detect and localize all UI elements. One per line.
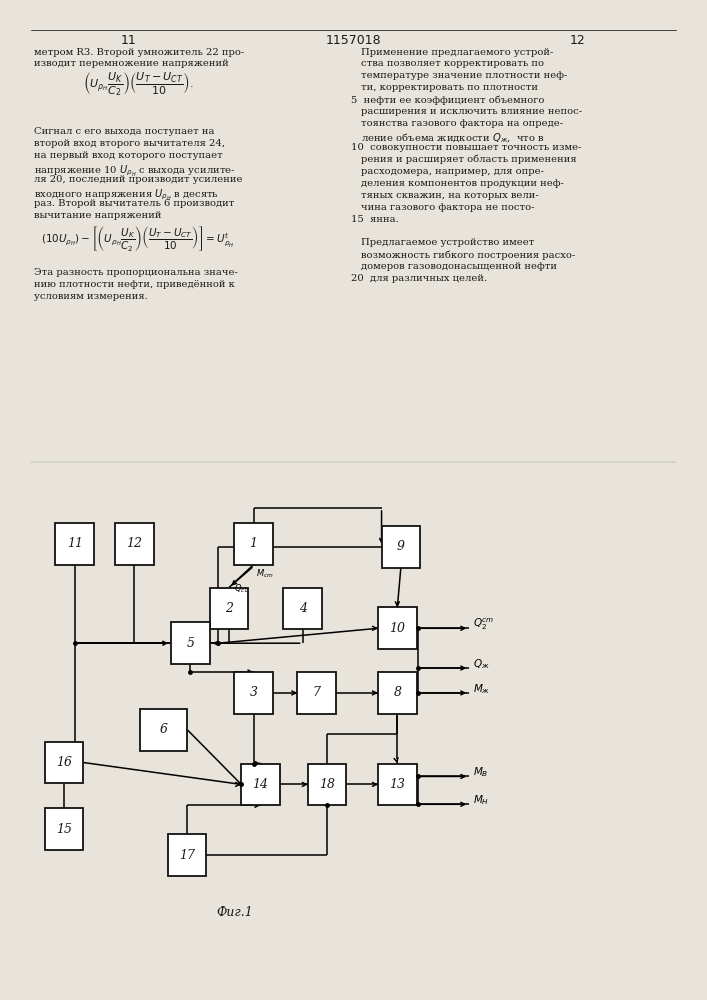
Bar bbox=[45, 808, 83, 850]
Text: ление объема жидкости $Q_ж$,  что в: ление объема жидкости $Q_ж$, что в bbox=[361, 131, 544, 145]
Text: Эта разность пропорциональна значе-: Эта разность пропорциональна значе- bbox=[35, 268, 238, 277]
Bar bbox=[168, 834, 206, 876]
Bar bbox=[234, 672, 273, 714]
Text: нию плотности нефти, приведённой к: нию плотности нефти, приведённой к bbox=[35, 280, 235, 289]
Text: $M_H$: $M_H$ bbox=[473, 793, 489, 807]
Bar bbox=[210, 588, 248, 629]
Text: 12: 12 bbox=[127, 537, 142, 550]
Bar bbox=[382, 526, 420, 568]
Text: $M_{cm}$: $M_{cm}$ bbox=[257, 568, 274, 580]
Text: 17: 17 bbox=[179, 849, 195, 862]
Text: температуре значение плотности неф-: температуре значение плотности неф- bbox=[361, 71, 567, 80]
Bar bbox=[45, 742, 83, 783]
Text: Сигнал с его выхода поступает на: Сигнал с его выхода поступает на bbox=[35, 127, 215, 136]
Bar bbox=[139, 709, 187, 751]
Text: $Q_{ж}$: $Q_{ж}$ bbox=[473, 657, 489, 671]
Text: на первый вход которого поступает: на первый вход которого поступает bbox=[35, 151, 223, 160]
Text: Применение предлагаемого устрой-: Применение предлагаемого устрой- bbox=[361, 48, 553, 57]
Text: ства позволяет корректировать по: ства позволяет корректировать по bbox=[361, 59, 544, 68]
Text: тоянства газового фактора на опреде-: тоянства газового фактора на опреде- bbox=[361, 119, 563, 128]
Bar bbox=[234, 523, 273, 565]
Text: 8: 8 bbox=[393, 686, 402, 699]
Bar bbox=[298, 672, 336, 714]
Text: Фиг.1: Фиг.1 bbox=[216, 906, 252, 919]
Text: 11: 11 bbox=[66, 537, 83, 550]
Text: 20  для различных целей.: 20 для различных целей. bbox=[351, 274, 488, 283]
Text: второй вход второго вычитателя 24,: второй вход второго вычитателя 24, bbox=[35, 139, 226, 148]
Text: ти, корректировать по плотности: ти, корректировать по плотности bbox=[361, 83, 537, 92]
Text: 5  нефти ее коэффициент объемного: 5 нефти ее коэффициент объемного bbox=[351, 95, 545, 105]
Text: 9: 9 bbox=[397, 540, 405, 553]
Text: расходомера, например, для опре-: расходомера, например, для опре- bbox=[361, 167, 544, 176]
Bar bbox=[308, 764, 346, 805]
Text: чина газового фактора не посто-: чина газового фактора не посто- bbox=[361, 203, 534, 212]
Text: 2: 2 bbox=[225, 602, 233, 615]
Text: $\left(U_{\rho_H}\dfrac{U_K}{C_2}\right)\left(\dfrac{U_T-U_{CT}}{10}\right).$: $\left(U_{\rho_H}\dfrac{U_K}{C_2}\right)… bbox=[83, 70, 194, 98]
Text: 1157018: 1157018 bbox=[326, 34, 381, 47]
Text: деления компонентов продукции неф-: деления компонентов продукции неф- bbox=[361, 179, 563, 188]
Text: вычитание напряжений: вычитание напряжений bbox=[35, 211, 162, 220]
Text: ля 20, последний производит усиление: ля 20, последний производит усиление bbox=[35, 175, 243, 184]
Text: $M_{ж}$: $M_{ж}$ bbox=[473, 682, 490, 696]
Text: возможность гибкого построения расхо-: возможность гибкого построения расхо- bbox=[361, 250, 575, 260]
Text: условиям измерения.: условиям измерения. bbox=[35, 292, 148, 301]
Text: $(10U_{\rho_H})-\left[\left(U_{\rho_H}\dfrac{U_K}{C_2}\right)\left(\dfrac{U_T-U_: $(10U_{\rho_H})-\left[\left(U_{\rho_H}\d… bbox=[41, 224, 235, 253]
Text: 13: 13 bbox=[390, 778, 405, 791]
Bar bbox=[115, 523, 153, 565]
Text: 15  янна.: 15 янна. bbox=[351, 215, 399, 224]
Text: 14: 14 bbox=[252, 778, 269, 791]
Text: изводит перемножение напряжений: изводит перемножение напряжений bbox=[35, 59, 229, 68]
Text: расширения и исключить влияние непос-: расширения и исключить влияние непос- bbox=[361, 107, 582, 116]
Text: Предлагаемое устройство имеет: Предлагаемое устройство имеет bbox=[361, 238, 534, 247]
Text: напряжение 10 $U_{\rho_H}$ с выхода усилите-: напряжение 10 $U_{\rho_H}$ с выхода усил… bbox=[35, 163, 236, 178]
Text: метром R3. Второй умножитель 22 про-: метром R3. Второй умножитель 22 про- bbox=[35, 48, 245, 57]
Text: домеров газоводонасыщенной нефти: домеров газоводонасыщенной нефти bbox=[361, 262, 556, 271]
Text: 12: 12 bbox=[570, 34, 586, 47]
Text: рения и расширяет область применения: рения и расширяет область применения bbox=[361, 155, 576, 164]
Text: 5: 5 bbox=[187, 637, 194, 650]
Bar bbox=[171, 622, 210, 664]
Text: 16: 16 bbox=[56, 756, 72, 769]
Bar bbox=[378, 607, 416, 649]
Text: 1: 1 bbox=[250, 537, 257, 550]
Text: 15: 15 bbox=[56, 823, 72, 836]
Text: тяных скважин, на которых вели-: тяных скважин, на которых вели- bbox=[361, 191, 538, 200]
Text: 10: 10 bbox=[390, 622, 405, 635]
Text: 11: 11 bbox=[121, 34, 137, 47]
Text: раз. Второй вычитатель 6 производит: раз. Второй вычитатель 6 производит bbox=[35, 199, 235, 208]
Text: 10  совокупности повышает точность изме-: 10 совокупности повышает точность изме- bbox=[351, 143, 582, 152]
Bar bbox=[55, 523, 94, 565]
Text: 6: 6 bbox=[159, 723, 168, 736]
Text: $Q_{c1}$: $Q_{c1}$ bbox=[234, 583, 249, 595]
Text: 18: 18 bbox=[319, 778, 335, 791]
Text: 4: 4 bbox=[298, 602, 307, 615]
Text: $Q_2^{cm}$: $Q_2^{cm}$ bbox=[473, 617, 494, 632]
Text: входного напряжения $U_{\rho_H}$ в десять: входного напряжения $U_{\rho_H}$ в десят… bbox=[35, 187, 219, 202]
Text: $M_B$: $M_B$ bbox=[473, 766, 489, 779]
Bar bbox=[284, 588, 322, 629]
Text: 7: 7 bbox=[312, 686, 321, 699]
Text: 3: 3 bbox=[250, 686, 257, 699]
Bar bbox=[378, 672, 416, 714]
Bar bbox=[241, 764, 280, 805]
Bar bbox=[378, 764, 416, 805]
